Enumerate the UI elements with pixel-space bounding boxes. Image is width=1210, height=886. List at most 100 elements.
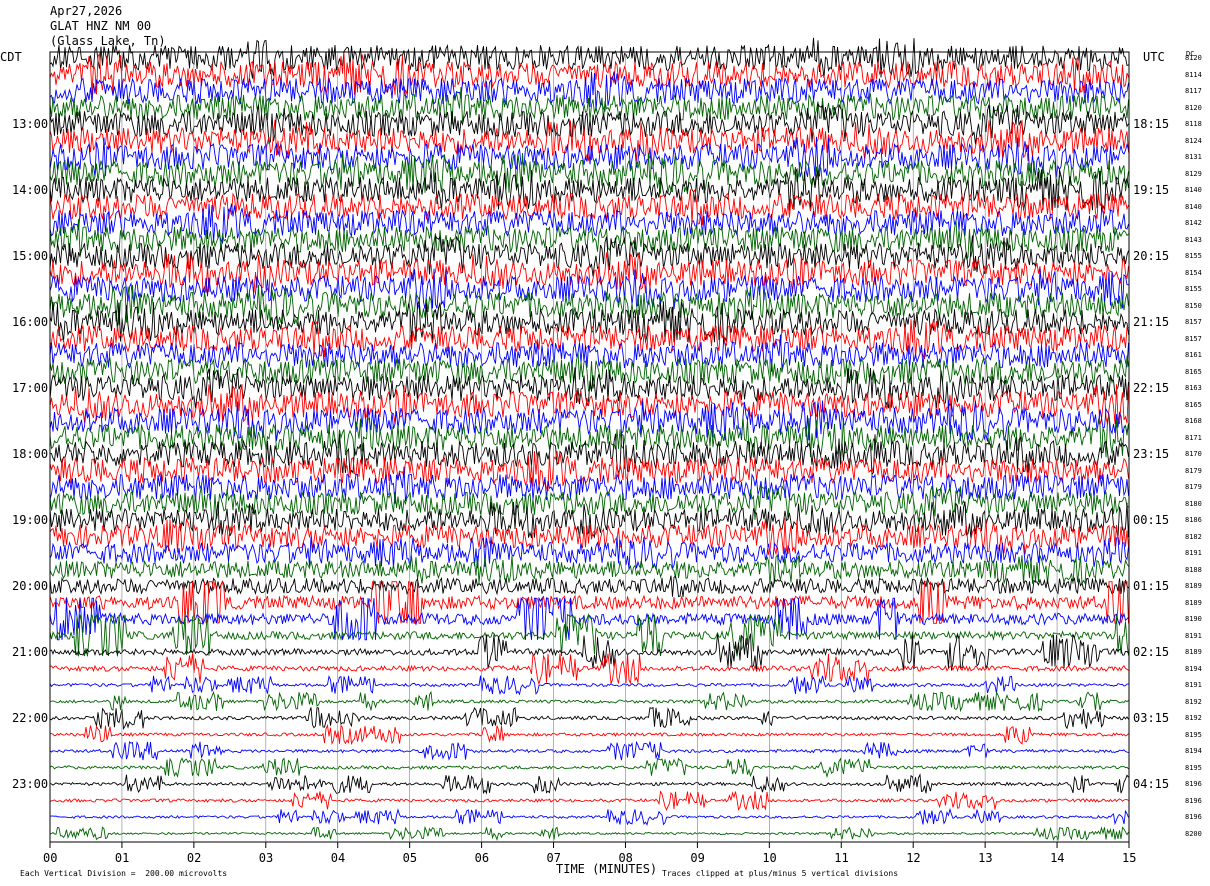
- dc-offset-value: 8142: [1185, 219, 1202, 227]
- dc-header-label: DC: [1186, 50, 1195, 58]
- trace-line: [49, 773, 1129, 795]
- dc-offset-value: 8192: [1185, 714, 1202, 722]
- seismic-traces: [49, 37, 1129, 842]
- dc-offset-value: 8171: [1185, 433, 1202, 442]
- trace-line: [49, 553, 1129, 585]
- right-hour-label: 03:15: [1133, 711, 1170, 725]
- trace-line: [49, 319, 1129, 360]
- x-tick-label: 15: [1122, 851, 1137, 865]
- trace-line: [49, 825, 1129, 842]
- right-hour-label: 21:15: [1133, 315, 1170, 329]
- x-tick-label: 01: [114, 851, 130, 865]
- trace-line: [49, 102, 1129, 145]
- right-hour-label: 18:15: [1133, 117, 1170, 131]
- dc-offset-value: 8157: [1185, 334, 1202, 343]
- trace-line: [49, 71, 1129, 112]
- right-hour-label: 02:15: [1133, 645, 1170, 659]
- dc-offset-value: 8190: [1185, 615, 1202, 623]
- x-axis-title: TIME (MINUTES): [556, 862, 658, 876]
- trace-line: [49, 334, 1129, 372]
- location-label: (Glass Lake, Tn): [50, 34, 166, 48]
- dc-offset-value: 8140: [1185, 186, 1202, 194]
- dc-offset-value: 8179: [1185, 483, 1202, 491]
- trace-line: [49, 723, 1129, 746]
- dc-offset-value: 8168: [1185, 417, 1202, 425]
- dc-offset-value: 8191: [1185, 681, 1202, 689]
- dc-offset-value: 8143: [1185, 235, 1202, 244]
- dc-offset-value: 8189: [1185, 582, 1202, 590]
- dc-offset-value: 8165: [1185, 367, 1202, 376]
- trace-line: [49, 653, 1129, 686]
- trace-line: [49, 466, 1129, 504]
- x-tick-label: 08: [618, 851, 633, 865]
- dc-offset-value: 8189: [1185, 598, 1202, 607]
- trace-line: [49, 352, 1129, 392]
- dc-offset-value: 8196: [1185, 780, 1202, 788]
- trace-line: [49, 501, 1129, 539]
- dc-offset-value: 8191: [1185, 631, 1202, 640]
- dc-offset-value: 8117: [1185, 87, 1202, 95]
- left-hour-label: 23:00: [12, 777, 49, 791]
- trace-line: [49, 284, 1129, 327]
- x-axis-ticks: [49, 842, 1130, 848]
- dc-offset-value: 8195: [1185, 763, 1202, 772]
- dc-offset-value: 8155: [1185, 285, 1202, 293]
- dc-offset-value: 8129: [1185, 169, 1202, 178]
- dc-offset-value: 8165: [1185, 400, 1202, 409]
- date-label: Apr27,2026: [50, 4, 123, 18]
- trace-line: [49, 415, 1129, 459]
- x-tick-label: 00: [43, 851, 58, 865]
- right-hour-label: 00:15: [1133, 513, 1170, 527]
- vertical-division-note: Each Vertical Division = 200.00 microvol…: [20, 869, 228, 878]
- left-hour-label: 17:00: [12, 381, 49, 395]
- right-hour-label: 04:15: [1133, 777, 1170, 791]
- dc-offset-value: 8154: [1185, 268, 1202, 277]
- right-hour-label: 19:15: [1133, 183, 1170, 197]
- station-label: GLAT HNZ NM 00: [50, 19, 152, 33]
- trace-line: [49, 119, 1129, 162]
- dc-offset-value: 8180: [1185, 499, 1202, 508]
- trace-line: [49, 740, 1129, 761]
- trace-line: [49, 188, 1129, 226]
- trace-line: [49, 400, 1129, 442]
- right-timezone-label: UTC: [1143, 50, 1165, 64]
- x-tick-label: 06: [474, 851, 490, 865]
- trace-line: [49, 757, 1129, 779]
- x-tick-label: 02: [186, 851, 202, 865]
- trace-line: [49, 690, 1129, 713]
- trace-line: [49, 612, 1129, 657]
- dc-offset-value: 8186: [1185, 516, 1202, 524]
- trace-line: [49, 451, 1129, 492]
- x-tick-label: 14: [1050, 851, 1065, 865]
- x-tick-label: 03: [258, 851, 274, 865]
- left-hour-label: 21:00: [12, 645, 49, 659]
- x-tick-label: 04: [330, 851, 346, 865]
- x-tick-label: 11: [834, 851, 849, 865]
- trace-line: [49, 580, 1129, 625]
- dc-offset-value: 8170: [1185, 450, 1202, 458]
- trace-line: [49, 575, 1129, 598]
- dc-offset-value: 8150: [1185, 301, 1202, 310]
- trace-line: [49, 268, 1129, 310]
- dc-offset-value: 8195: [1185, 730, 1202, 739]
- dc-offset-value: 8120: [1185, 103, 1202, 112]
- left-hour-label: 20:00: [12, 579, 49, 593]
- dc-offset-value: 8194: [1185, 664, 1202, 673]
- trace-line: [49, 484, 1129, 522]
- trace-line: [49, 299, 1129, 343]
- dc-offset-value: 8118: [1185, 120, 1202, 128]
- trace-line: [49, 234, 1129, 277]
- plot-border: [49, 51, 1130, 843]
- x-tick-label: 12: [906, 851, 921, 865]
- x-tick-label: 09: [690, 851, 705, 865]
- trace-line: [49, 517, 1129, 555]
- trace-line: [49, 252, 1129, 294]
- dc-offset-value: 8120: [1185, 54, 1202, 62]
- dc-offset-value: 8200: [1185, 829, 1202, 838]
- dc-offset-value: 8157: [1185, 318, 1202, 326]
- dc-offset-value: 8155: [1185, 252, 1202, 260]
- dc-offset-value: 8196: [1185, 796, 1202, 805]
- left-timezone-label: CDT: [0, 50, 22, 64]
- dc-offset-value: 8114: [1185, 70, 1202, 79]
